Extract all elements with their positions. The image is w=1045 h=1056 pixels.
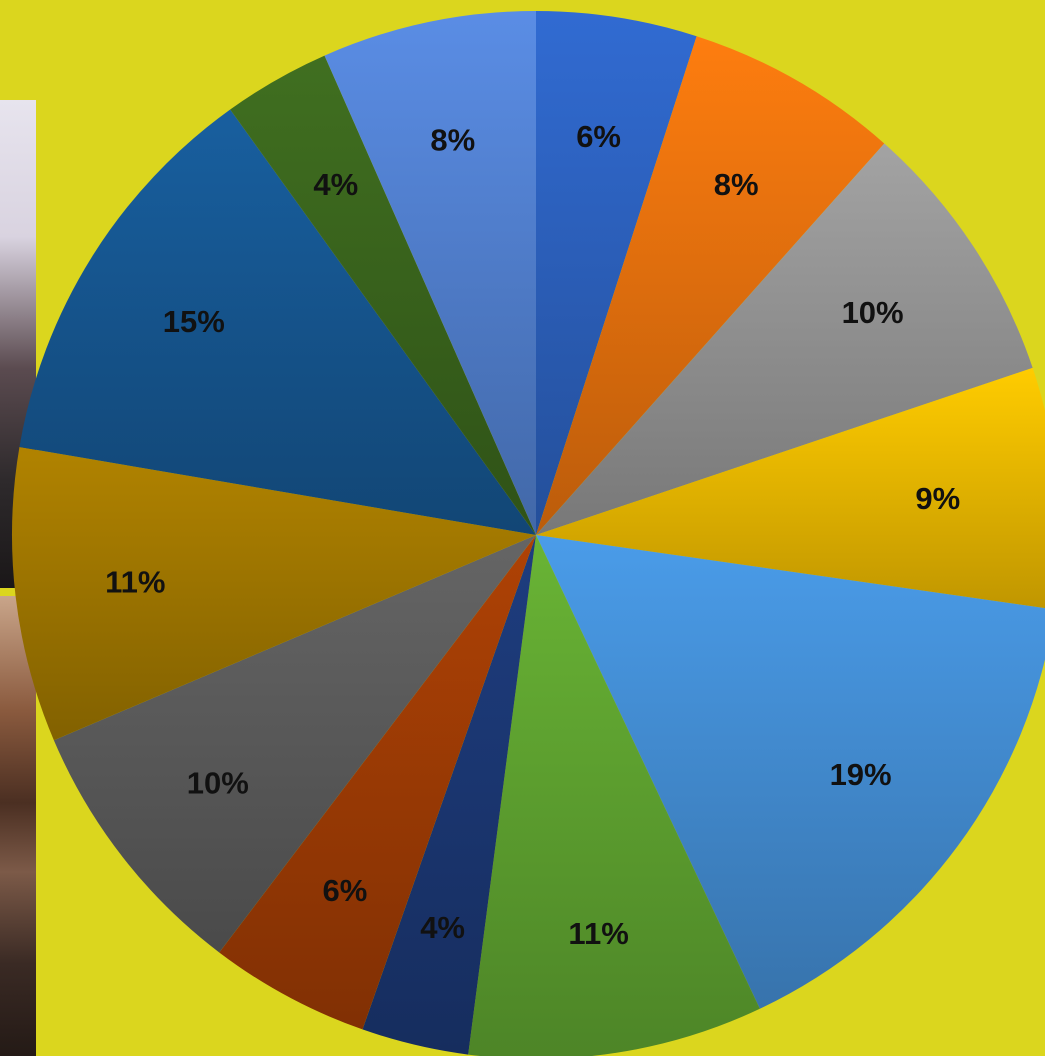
pie-slice-9 [53, 535, 537, 953]
slice-label-13: 8% [430, 123, 475, 158]
photo-bottom-image [0, 596, 36, 1056]
slice-label-2: 8% [714, 167, 759, 202]
pie-slice-8 [219, 535, 536, 1030]
pie-slice-4 [536, 367, 1045, 609]
slice-label-11: 15% [163, 304, 225, 339]
pie-slice-5 [536, 535, 1045, 1009]
pie-slice-2 [536, 36, 885, 535]
pie-slice-13 [324, 11, 536, 535]
slice-label-5: 19% [830, 757, 892, 792]
pie-slice-11 [19, 109, 536, 535]
slice-label-6: 11% [568, 916, 628, 951]
slice-label-9: 10% [187, 766, 249, 801]
pie-slice-12 [230, 55, 536, 535]
slice-label-12: 4% [313, 167, 358, 202]
pie-slice-1 [536, 11, 697, 535]
slices-layer [11, 11, 1045, 1056]
labels-layer: 6% 8% 10% 9% 19% 11% 4% 6% 10% 11% 15% 4% 8% [105, 119, 960, 951]
slice-label-3: 10% [842, 295, 904, 330]
slice-label-10: 11% [105, 565, 165, 600]
pie-slice-6 [468, 535, 760, 1056]
slice-label-8: 6% [322, 873, 367, 908]
pie-slice-10 [11, 446, 536, 741]
background-photo-strip [0, 100, 36, 1056]
pie-slice-7 [362, 535, 536, 1055]
slice-label-4: 9% [915, 481, 960, 516]
slice-label-7: 4% [420, 910, 465, 945]
pie-slice-3 [536, 143, 1033, 536]
slice-label-1: 6% [576, 119, 621, 154]
